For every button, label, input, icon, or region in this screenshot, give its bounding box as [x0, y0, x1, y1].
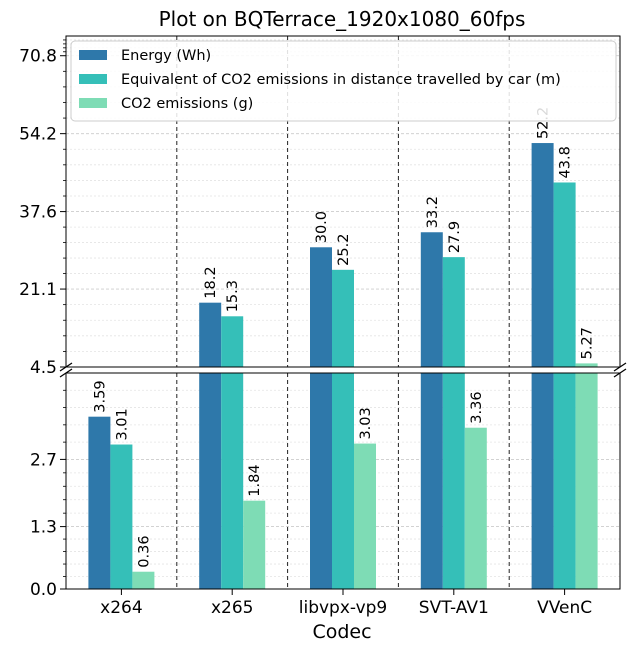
bar	[332, 373, 354, 589]
upper-axes-frame	[65, 35, 621, 368]
y-tick-label: 2.7	[30, 450, 57, 470]
axis-break-mark	[613, 362, 627, 372]
data-label: 3.59	[92, 380, 108, 412]
x-tick-label: VVenC	[537, 598, 592, 618]
bar	[553, 373, 576, 589]
y-tick-label: 21.1	[19, 280, 57, 300]
bar	[221, 316, 244, 367]
bar	[310, 247, 332, 367]
bar	[553, 182, 576, 367]
bar	[420, 232, 443, 367]
axes: 0.0 1.3 2.7 4.5 21.1 37.6 54.2 70.8 x264 x265 libv…	[19, 35, 627, 618]
x-tick-label: x264	[100, 598, 143, 618]
axis-gap	[65, 368, 621, 372]
bar	[332, 269, 354, 367]
bar	[420, 373, 443, 589]
bar	[354, 443, 376, 589]
x-tick-label: libvpx-vp9	[299, 598, 388, 618]
y-tick-label: 0.0	[30, 580, 57, 600]
chart-title: Plot on BQTerrace_1920x1080_60fps	[159, 7, 526, 31]
data-label: 30.0	[314, 211, 330, 243]
data-label: 43.8	[558, 146, 574, 178]
data-label: 5.27	[580, 327, 596, 359]
x-axis-label: Codec	[312, 621, 371, 643]
x-tick-label: x265	[211, 598, 254, 618]
legend-box	[70, 40, 617, 122]
legend-swatch	[79, 98, 107, 108]
bar	[442, 373, 465, 589]
data-label: 3.01	[114, 408, 130, 440]
bar	[110, 444, 133, 589]
bar	[132, 571, 155, 589]
legend-swatch	[79, 74, 107, 84]
x-tick-label: SVT-AV1	[419, 598, 489, 618]
bar	[575, 373, 598, 589]
y-tick-label: 4.5	[30, 358, 57, 378]
bar	[464, 427, 487, 589]
bar	[531, 143, 554, 367]
y-tick-label: 1.3	[30, 518, 57, 538]
data-label: 1.84	[247, 464, 263, 496]
bar	[199, 302, 222, 367]
y-tick-label: 70.8	[19, 47, 57, 67]
axis-break-mark	[59, 368, 73, 378]
data-label: 25.2	[336, 234, 352, 266]
legend-label: CO2 emissions (g)	[121, 96, 253, 112]
bar	[221, 373, 244, 589]
legend-label: Energy (Wh)	[121, 48, 211, 64]
data-label: 33.2	[425, 196, 441, 228]
bar	[243, 500, 266, 589]
bar	[310, 373, 332, 589]
bar	[575, 363, 598, 367]
bar	[88, 416, 111, 589]
bars	[88, 143, 598, 589]
axis-break-mark	[613, 368, 627, 378]
data-labels: 3.59 3.01 0.36 18.2 15.3 1.84 30.0 25.2 3.03 33.2…	[92, 107, 595, 568]
legend-label: Equivalent of CO2 emissions in distance …	[121, 72, 561, 88]
bar	[199, 373, 222, 589]
bar	[442, 257, 465, 367]
data-label: 15.3	[225, 280, 241, 312]
bar	[531, 373, 554, 589]
data-label: 27.9	[447, 221, 463, 253]
legend: Energy (Wh) Equivalent of CO2 emissions i…	[70, 40, 617, 122]
y-tick-label: 37.6	[19, 203, 57, 223]
data-label: 3.36	[469, 391, 485, 423]
data-label: 18.2	[203, 266, 219, 298]
data-label: 0.36	[136, 535, 152, 567]
legend-swatch	[79, 50, 107, 60]
y-tick-label: 54.2	[19, 125, 57, 145]
data-label: 3.03	[358, 407, 374, 439]
